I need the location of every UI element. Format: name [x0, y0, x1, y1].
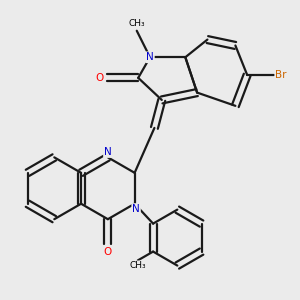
Text: N: N: [146, 52, 154, 62]
Text: N: N: [132, 204, 140, 214]
Text: CH₃: CH₃: [130, 261, 146, 270]
Text: Br: Br: [275, 70, 287, 80]
Text: O: O: [96, 73, 104, 83]
Text: N: N: [104, 147, 112, 157]
Text: CH₃: CH₃: [128, 19, 145, 28]
Text: O: O: [104, 247, 112, 256]
